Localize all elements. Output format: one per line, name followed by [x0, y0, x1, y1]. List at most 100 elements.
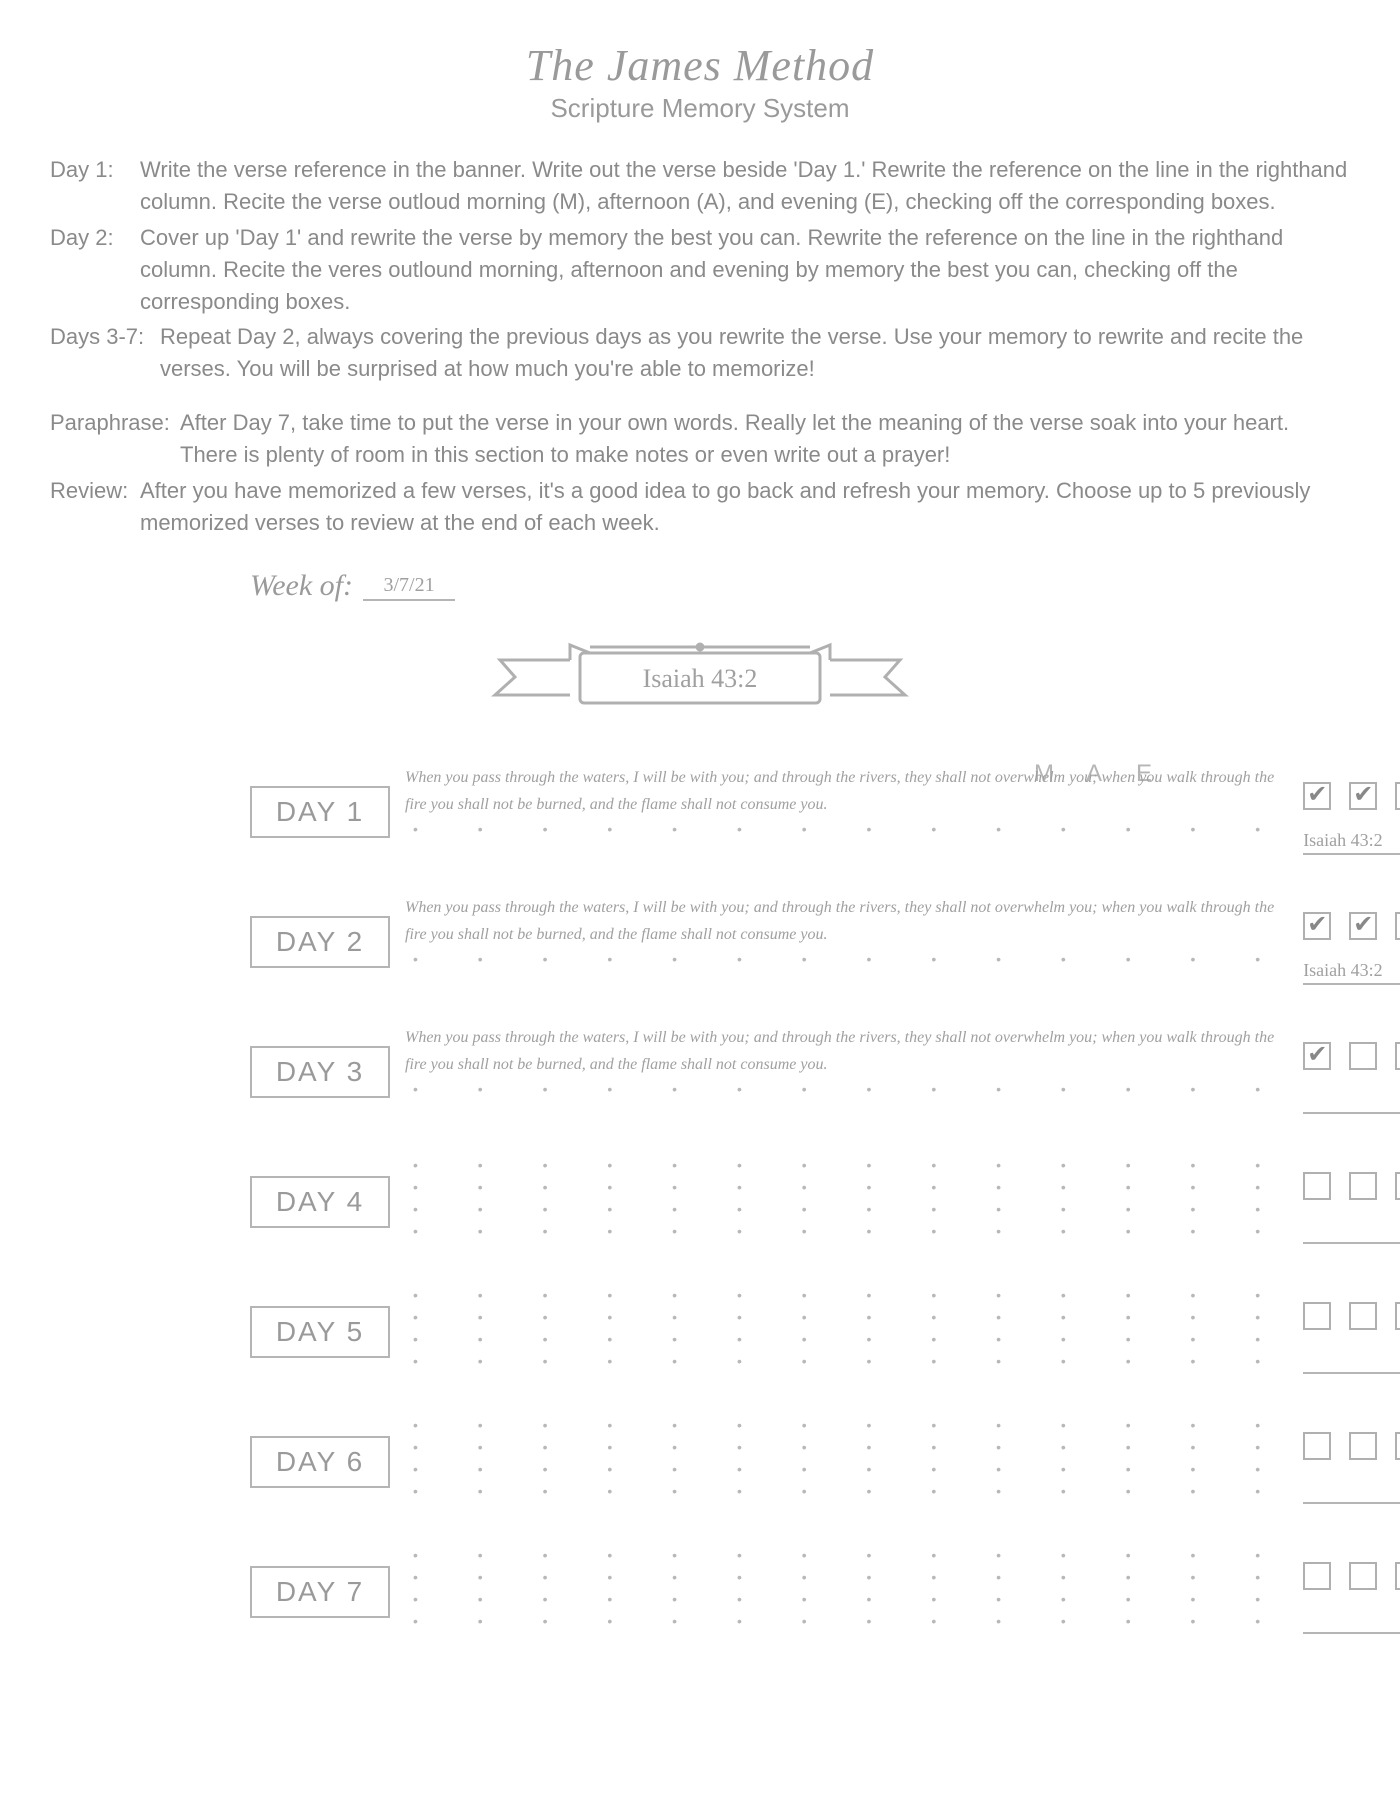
morning-checkbox[interactable] [1303, 782, 1331, 810]
week-date[interactable]: 3/7/21 [363, 574, 454, 601]
dotted-guide: • • • • • • • • • • • • • • [405, 1414, 1288, 1436]
note-text: After Day 7, take time to put the verse … [180, 407, 1350, 471]
inst-label: Day 1: [50, 154, 140, 218]
afternoon-checkbox[interactable] [1349, 1172, 1377, 1200]
check-reference-col [1303, 1544, 1400, 1634]
writing-area[interactable]: When you pass through the waters, I will… [405, 1024, 1288, 1100]
handwritten-verse: When you pass through the waters, I will… [405, 894, 1288, 948]
day-label-box: DAY 5 [250, 1306, 390, 1358]
writing-area[interactable]: When you pass through the waters, I will… [405, 894, 1288, 970]
dotted-guide: • • • • • • • • • • • • • • [405, 1328, 1288, 1350]
reference-line[interactable] [1303, 1090, 1400, 1114]
days-container: M A E DAY 1When you pass through the wat… [250, 760, 1170, 1664]
dotted-guide: • • • • • • • • • • • • • • [405, 1480, 1288, 1502]
evening-checkbox[interactable] [1395, 1562, 1400, 1590]
reference-line[interactable] [1303, 1480, 1400, 1504]
dotted-guide: • • • • • • • • • • • • • • [405, 818, 1288, 840]
morning-checkbox[interactable] [1303, 1172, 1331, 1200]
check-reference-col [1303, 1284, 1400, 1374]
day-label-box: DAY 6 [250, 1436, 390, 1488]
check-reference-col: Isaiah 43:2 [1303, 894, 1400, 985]
dotted-guide: • • • • • • • • • • • • • • [405, 1198, 1288, 1220]
handwritten-verse: When you pass through the waters, I will… [405, 764, 1288, 818]
writing-area[interactable]: • • • • • • • • • • • • • • • • • • • • … [405, 1154, 1288, 1242]
dotted-guide: • • • • • • • • • • • • • • [405, 1154, 1288, 1176]
writing-area[interactable]: When you pass through the waters, I will… [405, 764, 1288, 840]
banner-reference: Isaiah 43:2 [643, 664, 758, 693]
note-label: Paraphrase: [50, 407, 180, 471]
check-row [1303, 1302, 1400, 1330]
afternoon-checkbox[interactable] [1349, 912, 1377, 940]
check-row [1303, 1562, 1400, 1590]
day-label-box: DAY 7 [250, 1566, 390, 1618]
evening-checkbox[interactable] [1395, 1042, 1400, 1070]
evening-checkbox[interactable] [1395, 1302, 1400, 1330]
dotted-guide: • • • • • • • • • • • • • • [405, 1220, 1288, 1242]
day-row: DAY 2When you pass through the waters, I… [250, 894, 1170, 1014]
writing-area[interactable]: • • • • • • • • • • • • • • • • • • • • … [405, 1414, 1288, 1502]
inst-text: Repeat Day 2, always covering the previo… [160, 321, 1350, 385]
inst-label: Day 2: [50, 222, 140, 318]
morning-checkbox[interactable] [1303, 1302, 1331, 1330]
evening-checkbox[interactable] [1395, 782, 1400, 810]
afternoon-checkbox[interactable] [1349, 1042, 1377, 1070]
page-header: The James Method Scripture Memory System [50, 40, 1350, 124]
dotted-guide: • • • • • • • • • • • • • • [405, 1436, 1288, 1458]
dotted-guide: • • • • • • • • • • • • • • [405, 1306, 1288, 1328]
reference-line[interactable] [1303, 1350, 1400, 1374]
instructions-block: Day 1:Write the verse reference in the b… [50, 154, 1350, 539]
evening-checkbox[interactable] [1395, 912, 1400, 940]
dotted-guide: • • • • • • • • • • • • • • [405, 1078, 1288, 1100]
reference-line[interactable] [1303, 1220, 1400, 1244]
dotted-guide: • • • • • • • • • • • • • • [405, 1566, 1288, 1588]
afternoon-checkbox[interactable] [1349, 782, 1377, 810]
evening-checkbox[interactable] [1395, 1432, 1400, 1460]
reference-line[interactable]: Isaiah 43:2 [1303, 830, 1400, 855]
day-label-box: DAY 4 [250, 1176, 390, 1228]
evening-checkbox[interactable] [1395, 1172, 1400, 1200]
reference-line[interactable]: Isaiah 43:2 [1303, 960, 1400, 985]
morning-checkbox[interactable] [1303, 1432, 1331, 1460]
dotted-guide: • • • • • • • • • • • • • • [405, 1610, 1288, 1632]
afternoon-checkbox[interactable] [1349, 1562, 1377, 1590]
handwritten-verse: When you pass through the waters, I will… [405, 1024, 1288, 1078]
banner-scroll-icon: Isaiah 43:2 [440, 615, 960, 725]
inst-text: Write the verse reference in the banner.… [140, 154, 1350, 218]
note-label: Review: [50, 475, 140, 539]
writing-area[interactable]: • • • • • • • • • • • • • • • • • • • • … [405, 1544, 1288, 1632]
day-row: DAY 4• • • • • • • • • • • • • • • • • •… [250, 1154, 1170, 1274]
day-row: DAY 6• • • • • • • • • • • • • • • • • •… [250, 1414, 1170, 1534]
afternoon-checkbox[interactable] [1349, 1432, 1377, 1460]
dotted-guide: • • • • • • • • • • • • • • [405, 1544, 1288, 1566]
inst-text: Cover up 'Day 1' and rewrite the verse b… [140, 222, 1350, 318]
check-row [1303, 1432, 1400, 1460]
day-row: DAY 3When you pass through the waters, I… [250, 1024, 1170, 1144]
check-reference-col [1303, 1414, 1400, 1504]
dotted-guide: • • • • • • • • • • • • • • [405, 1176, 1288, 1198]
morning-checkbox[interactable] [1303, 1042, 1331, 1070]
morning-checkbox[interactable] [1303, 1562, 1331, 1590]
title: The James Method [50, 40, 1350, 91]
writing-area[interactable]: • • • • • • • • • • • • • • • • • • • • … [405, 1284, 1288, 1372]
check-reference-col [1303, 1024, 1400, 1114]
dotted-guide: • • • • • • • • • • • • • • [405, 1350, 1288, 1372]
check-row [1303, 1042, 1400, 1070]
check-row [1303, 912, 1400, 940]
note-text: After you have memorized a few verses, i… [140, 475, 1350, 539]
inst-label: Days 3-7: [50, 321, 160, 385]
day-row: DAY 1When you pass through the waters, I… [250, 764, 1170, 884]
day-row: DAY 7• • • • • • • • • • • • • • • • • •… [250, 1544, 1170, 1664]
reference-line[interactable] [1303, 1610, 1400, 1634]
dotted-guide: • • • • • • • • • • • • • • [405, 948, 1288, 970]
morning-checkbox[interactable] [1303, 912, 1331, 940]
dotted-guide: • • • • • • • • • • • • • • [405, 1588, 1288, 1610]
verse-banner: Isaiah 43:2 [50, 615, 1350, 730]
week-of-block: Week of: 3/7/21 [250, 569, 1350, 605]
subtitle: Scripture Memory System [50, 93, 1350, 124]
week-label: Week of: [250, 569, 353, 603]
dotted-guide: • • • • • • • • • • • • • • [405, 1284, 1288, 1306]
day-label-box: DAY 2 [250, 916, 390, 968]
afternoon-checkbox[interactable] [1349, 1302, 1377, 1330]
check-reference-col: Isaiah 43:2 [1303, 764, 1400, 855]
check-reference-col [1303, 1154, 1400, 1244]
